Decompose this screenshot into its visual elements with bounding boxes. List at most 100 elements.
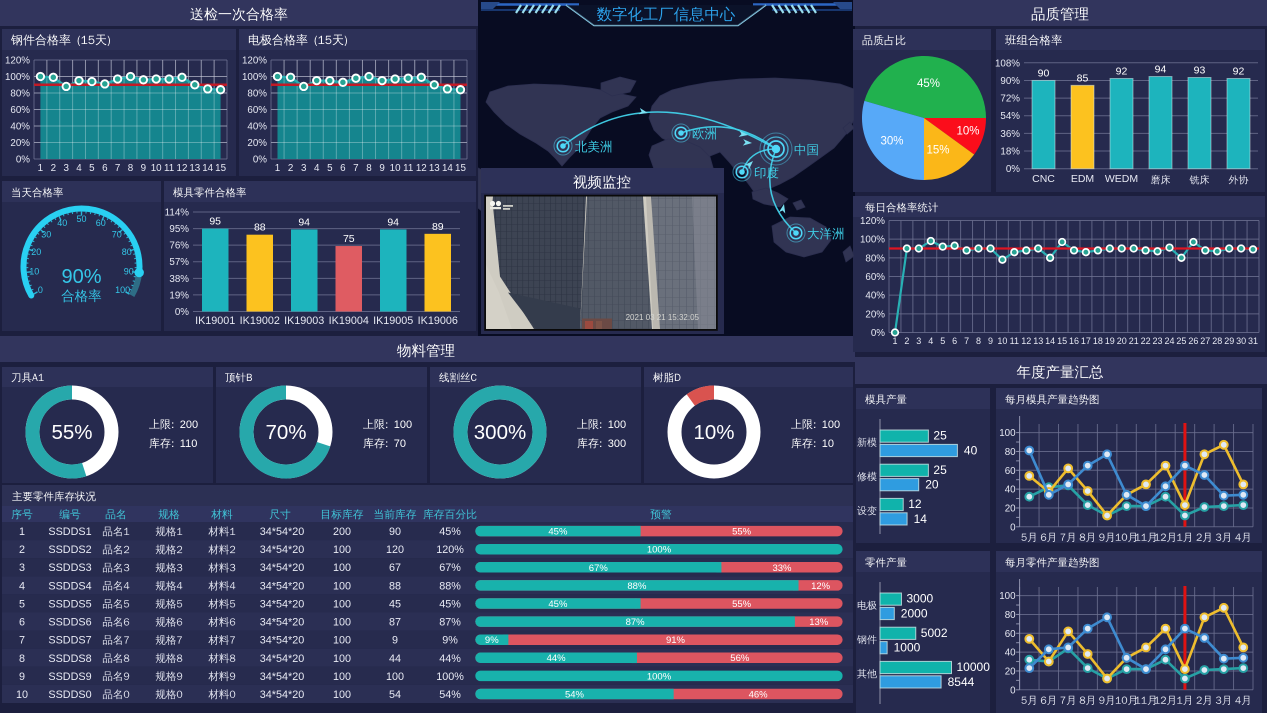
svg-text:34*54*20: 34*54*20 bbox=[260, 671, 304, 683]
svg-text:4: 4 bbox=[76, 163, 82, 174]
svg-text:34*54*20: 34*54*20 bbox=[260, 617, 304, 629]
svg-text:0: 0 bbox=[1010, 685, 1016, 696]
svg-text:10%: 10% bbox=[956, 126, 979, 138]
svg-text:SSDDS9: SSDDS9 bbox=[48, 671, 91, 683]
svg-text:1: 1 bbox=[275, 163, 280, 174]
svg-text:9: 9 bbox=[392, 635, 398, 647]
svg-text:0%: 0% bbox=[16, 155, 30, 166]
svg-text:15: 15 bbox=[215, 163, 226, 174]
svg-text:0: 0 bbox=[38, 285, 43, 295]
svg-text:0: 0 bbox=[1010, 522, 1016, 533]
svg-text:13%: 13% bbox=[809, 617, 829, 628]
svg-text:19: 19 bbox=[1105, 336, 1115, 346]
svg-text:11: 11 bbox=[164, 163, 174, 174]
svg-text:120: 120 bbox=[386, 544, 404, 556]
svg-text:94: 94 bbox=[1155, 64, 1167, 76]
svg-text:2000: 2000 bbox=[901, 606, 928, 620]
svg-text:5: 5 bbox=[19, 598, 25, 610]
svg-text:10: 10 bbox=[29, 267, 39, 277]
svg-text:300%: 300% bbox=[474, 421, 526, 444]
svg-text:15%: 15% bbox=[926, 145, 949, 157]
svg-text:40%: 40% bbox=[10, 122, 30, 133]
svg-text:SSDDS7: SSDDS7 bbox=[48, 635, 91, 647]
svg-text:300: 300 bbox=[608, 438, 626, 450]
svg-text:60%: 60% bbox=[247, 105, 267, 116]
svg-text:20: 20 bbox=[1005, 504, 1016, 515]
svg-text:25: 25 bbox=[933, 429, 947, 443]
svg-text:EDM: EDM bbox=[1071, 173, 1094, 185]
svg-text:28: 28 bbox=[1212, 336, 1222, 346]
svg-text:80%: 80% bbox=[10, 89, 30, 100]
svg-text:8544: 8544 bbox=[948, 675, 975, 689]
svg-text:2: 2 bbox=[19, 544, 25, 556]
svg-text:15: 15 bbox=[1057, 336, 1067, 346]
svg-text:13: 13 bbox=[189, 163, 200, 174]
svg-text:100: 100 bbox=[394, 419, 412, 431]
svg-text:120%: 120% bbox=[5, 56, 30, 67]
svg-text:67: 67 bbox=[389, 562, 401, 574]
svg-text:22: 22 bbox=[1141, 336, 1151, 346]
svg-text:10: 10 bbox=[822, 438, 834, 450]
svg-text:33%: 33% bbox=[772, 563, 792, 574]
svg-text:85: 85 bbox=[1077, 72, 1089, 84]
svg-text:CNC: CNC bbox=[1032, 173, 1055, 185]
svg-text:9: 9 bbox=[988, 336, 993, 346]
svg-text:54%: 54% bbox=[439, 689, 461, 701]
svg-text:7: 7 bbox=[115, 163, 120, 174]
svg-text:70: 70 bbox=[394, 438, 406, 450]
svg-text:100: 100 bbox=[333, 689, 351, 701]
svg-text:80: 80 bbox=[1005, 610, 1016, 621]
svg-text:31: 31 bbox=[1248, 336, 1258, 346]
svg-text:SSDDS5: SSDDS5 bbox=[48, 598, 91, 610]
svg-text:87%: 87% bbox=[439, 617, 461, 629]
svg-text:0%: 0% bbox=[175, 307, 189, 318]
svg-text:100: 100 bbox=[822, 419, 840, 431]
svg-text:2: 2 bbox=[904, 336, 909, 346]
svg-text:44%: 44% bbox=[439, 653, 461, 665]
svg-text:20: 20 bbox=[1117, 336, 1127, 346]
svg-text:108%: 108% bbox=[995, 58, 1020, 69]
svg-text:0%: 0% bbox=[871, 328, 885, 339]
svg-text:94: 94 bbox=[298, 217, 310, 229]
svg-text:100: 100 bbox=[333, 598, 351, 610]
svg-text:14: 14 bbox=[914, 512, 928, 526]
svg-text:WEDM: WEDM bbox=[1105, 173, 1138, 185]
svg-text:92: 92 bbox=[1233, 66, 1245, 78]
svg-text:25: 25 bbox=[1176, 336, 1186, 346]
svg-text:55%: 55% bbox=[732, 527, 752, 538]
svg-text:19%: 19% bbox=[169, 290, 189, 301]
svg-text:57%: 57% bbox=[169, 257, 189, 268]
svg-text:4: 4 bbox=[314, 163, 320, 174]
svg-text:95: 95 bbox=[209, 216, 221, 228]
svg-text:3: 3 bbox=[916, 336, 921, 346]
svg-text:IK19003: IK19003 bbox=[284, 315, 324, 327]
svg-text:20: 20 bbox=[31, 247, 41, 257]
svg-text:44: 44 bbox=[389, 653, 401, 665]
svg-text:8: 8 bbox=[19, 653, 25, 665]
svg-text:29: 29 bbox=[1224, 336, 1234, 346]
svg-text:100: 100 bbox=[115, 285, 130, 295]
svg-text:80: 80 bbox=[1005, 447, 1016, 458]
svg-text:8: 8 bbox=[976, 336, 981, 346]
svg-text:1: 1 bbox=[19, 526, 25, 538]
svg-text:100: 100 bbox=[999, 591, 1016, 602]
svg-text:91%: 91% bbox=[666, 635, 686, 646]
svg-text:80%: 80% bbox=[865, 253, 885, 264]
svg-text:67%: 67% bbox=[439, 562, 461, 574]
svg-text:4: 4 bbox=[19, 580, 25, 592]
svg-text:12: 12 bbox=[177, 163, 188, 174]
svg-text:36%: 36% bbox=[1000, 129, 1020, 140]
svg-text:45%: 45% bbox=[548, 527, 568, 538]
svg-text:SSDDS8: SSDDS8 bbox=[48, 653, 91, 665]
svg-text:IK19001: IK19001 bbox=[195, 315, 235, 327]
svg-text:88: 88 bbox=[389, 580, 401, 592]
svg-text:92: 92 bbox=[1116, 66, 1128, 78]
svg-text:0%: 0% bbox=[253, 155, 267, 166]
svg-text:70: 70 bbox=[112, 230, 122, 240]
svg-text:7: 7 bbox=[353, 163, 358, 174]
svg-text:9: 9 bbox=[19, 671, 25, 683]
svg-text:IK19006: IK19006 bbox=[418, 315, 458, 327]
svg-text:10000: 10000 bbox=[957, 660, 991, 674]
svg-text:10: 10 bbox=[16, 689, 28, 701]
svg-text:6: 6 bbox=[340, 163, 346, 174]
